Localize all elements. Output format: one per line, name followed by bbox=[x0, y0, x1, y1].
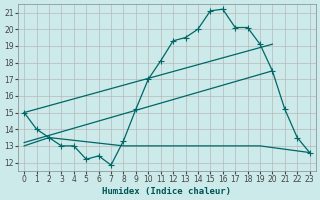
X-axis label: Humidex (Indice chaleur): Humidex (Indice chaleur) bbox=[102, 187, 231, 196]
